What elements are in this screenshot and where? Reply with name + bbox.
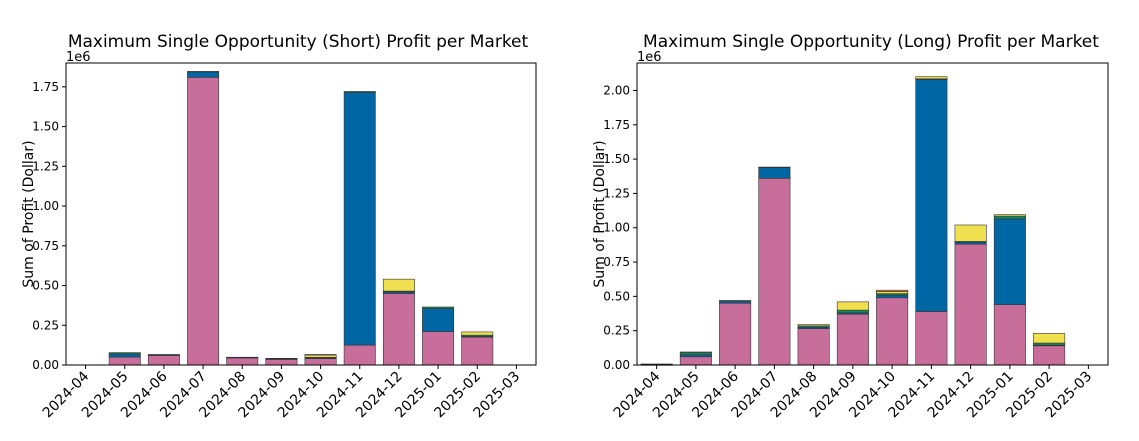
plot-frame	[65, 62, 537, 366]
chart-title: Maximum Single Opportunity (Long) Profit…	[643, 32, 1099, 52]
bar-yellow-2025-02	[1033, 333, 1066, 344]
bar-green-2025-02	[1033, 342, 1066, 346]
y-tick-label: 1.00	[603, 221, 630, 235]
bar-pink-2024-08	[226, 357, 259, 366]
bar-blue-2024-05	[679, 354, 712, 358]
bar-pink-2024-06	[719, 302, 752, 366]
bar-yellow-2025-01	[993, 214, 1026, 217]
y-offset-label: 1e6	[66, 50, 91, 65]
bar-blue-2024-07	[758, 167, 791, 179]
bar-green-2024-07	[187, 71, 220, 73]
y-tick-label: 1.75	[603, 118, 630, 132]
bar-yellow-2024-10	[876, 291, 909, 294]
y-offset-label: 1e6	[637, 50, 662, 65]
bar-pink-2024-06	[147, 355, 180, 366]
y-tick-label: 0.75	[32, 239, 59, 253]
bar-pink-2024-10	[304, 358, 337, 366]
bar-green-2024-09	[265, 358, 298, 360]
chart-1: Maximum Single Opportunity (Short) Profi…	[21, 32, 537, 421]
bar-pink-2024-09	[836, 313, 869, 366]
bar-yellow-2024-08	[797, 324, 830, 327]
bar-blue-2024-11	[915, 79, 948, 312]
bar-blue-2025-01	[422, 308, 455, 332]
bar-green-2024-05	[108, 352, 141, 355]
bar-green-2025-01	[993, 215, 1026, 220]
bar-blue-2024-06	[719, 300, 752, 304]
bar-pink-2024-07	[187, 77, 220, 366]
bar-blue-2025-01	[993, 218, 1026, 305]
bar-pink-2024-12	[954, 243, 987, 366]
y-tick-label: 1.75	[32, 80, 59, 94]
bar-pink-2024-11	[343, 344, 376, 366]
y-tick-label: 1.25	[32, 159, 59, 173]
bar-blue-2024-10	[876, 294, 909, 299]
bar-green-2024-06	[147, 354, 180, 356]
bar-yellow-2024-12	[954, 224, 987, 242]
y-tick-label: 0.50	[32, 279, 59, 293]
bar-green-2024-09	[836, 309, 869, 314]
chart-2: Maximum Single Opportunity (Long) Profit…	[592, 32, 1109, 421]
bar-orange-2024-10	[304, 354, 337, 356]
bar-pink-2024-05	[108, 356, 141, 366]
bar-green-2024-06	[719, 300, 752, 302]
bar-green-2024-07	[758, 166, 791, 168]
bar-pink-2025-01	[993, 304, 1026, 366]
y-tick-label: 1.25	[603, 186, 630, 200]
bar-blue-2024-07	[187, 71, 220, 78]
y-tick-label: 1.50	[32, 120, 59, 134]
bar-pink-2024-07	[758, 178, 791, 366]
y-tick-label: 0.25	[603, 324, 630, 338]
bar-green-2025-01	[422, 306, 455, 309]
bar-pink-2024-08	[797, 328, 830, 366]
bar-yellow-2024-05	[679, 351, 712, 353]
y-tick-label: 0.75	[603, 255, 630, 269]
y-tick-label: 0.50	[603, 289, 630, 303]
bar-green-2024-08	[226, 356, 259, 359]
bar-pink-2024-09	[265, 359, 298, 366]
bar-pink-2025-01	[422, 331, 455, 366]
bar-blue-2024-12	[954, 241, 987, 245]
bar-orange-2024-10	[876, 289, 909, 292]
bar-yellow-2024-09	[836, 301, 869, 311]
bar-pink-2025-02	[461, 336, 494, 366]
bar-green-2024-05	[679, 352, 712, 356]
y-tick-label: 0.00	[32, 358, 59, 372]
bar-pink-2024-12	[382, 293, 415, 366]
y-tick-label: 0.25	[32, 318, 59, 332]
plot-frame	[636, 62, 1109, 366]
bar-pink-2025-02	[1033, 345, 1066, 366]
bar-pink-2024-11	[915, 311, 948, 366]
y-tick-label: 0.00	[603, 358, 630, 372]
y-axis-label: Sum of Profit (Dollar)	[592, 140, 608, 287]
bar-yellow-2024-12	[382, 278, 415, 292]
bar-blue-2024-05	[108, 353, 141, 358]
bar-yellow-2025-02	[461, 331, 494, 336]
y-tick-label: 1.00	[32, 199, 59, 213]
bar-pink-2024-05	[679, 356, 712, 366]
bar-blue-2024-11	[343, 92, 376, 346]
y-axis-label: Sum of Profit (Dollar)	[21, 140, 37, 287]
y-tick-label: 1.50	[603, 152, 630, 166]
bar-pink-2024-10	[876, 297, 909, 366]
bar-yellow-2024-11	[915, 76, 948, 80]
bar-green-2024-11	[343, 91, 376, 93]
chart-title: Maximum Single Opportunity (Short) Profi…	[68, 32, 529, 52]
y-tick-label: 2.00	[603, 83, 630, 97]
